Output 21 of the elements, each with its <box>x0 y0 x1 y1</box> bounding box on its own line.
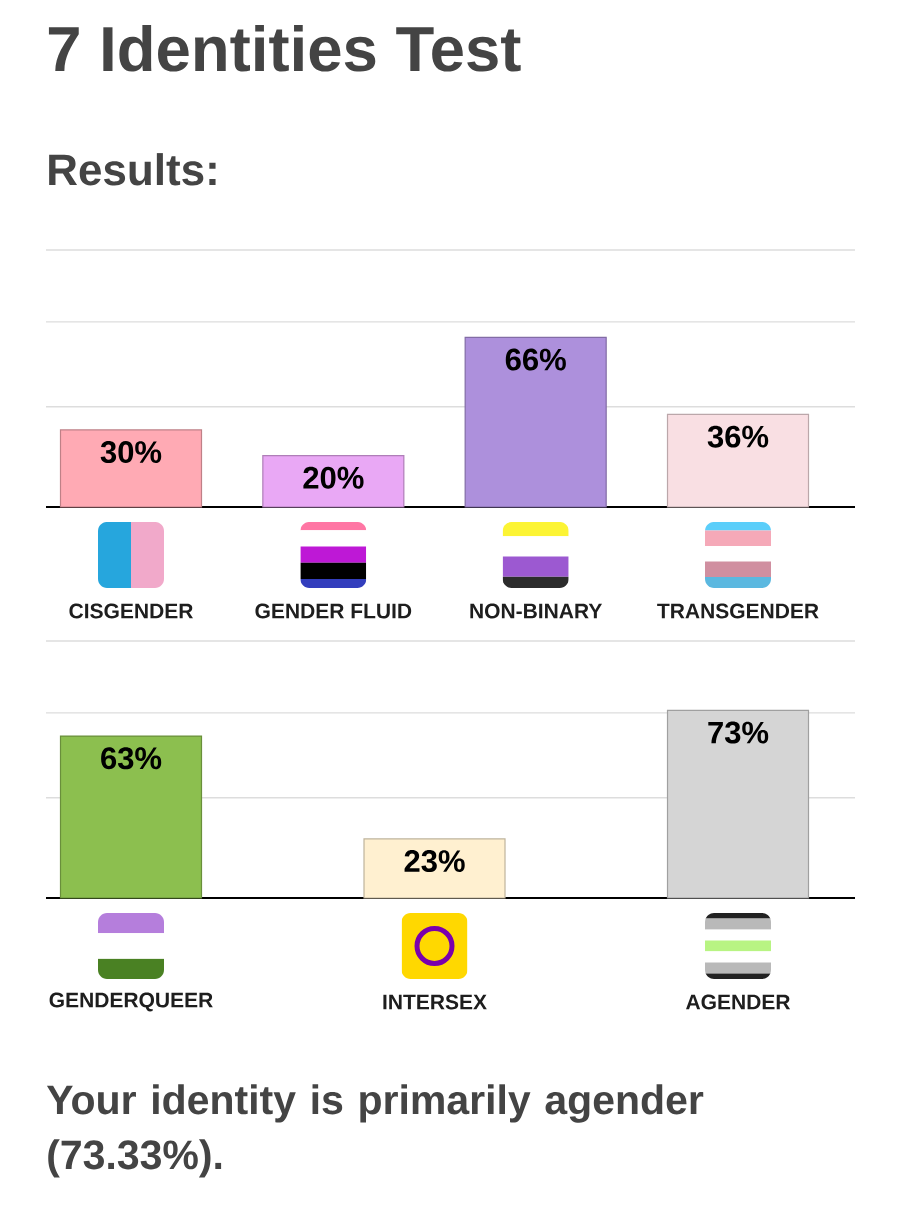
chart-title: 7 Identities Test <box>48 24 521 72</box>
data-label: 36% <box>707 425 769 448</box>
x-tick-label: GENDER FLUID <box>255 603 412 619</box>
data-label: 73% <box>708 721 769 744</box>
x-tick-label: AGENDER <box>686 994 791 1010</box>
chart-subtitle: Results: <box>49 153 216 186</box>
data-label: 63% <box>101 747 162 770</box>
bar <box>464 336 607 508</box>
x-tick-label: GENDERQUEER <box>49 992 213 1012</box>
x-tick-label: TRANSGENDER <box>657 603 819 619</box>
data-label: 66% <box>505 348 566 371</box>
bar <box>262 454 405 508</box>
data-label: 23% <box>404 850 465 873</box>
x-tick-label: INTERSEX <box>383 994 487 1010</box>
text: Your identity is primarily agender (73.33%). <box>46 1084 704 1178</box>
bar <box>666 413 810 508</box>
x-tick-label: CISGENDER <box>69 603 193 619</box>
data-label: 30% <box>100 441 162 464</box>
bar <box>59 429 203 508</box>
data-label: 20% <box>303 466 364 489</box>
x-tick-label: NON-BINARY <box>470 603 603 619</box>
